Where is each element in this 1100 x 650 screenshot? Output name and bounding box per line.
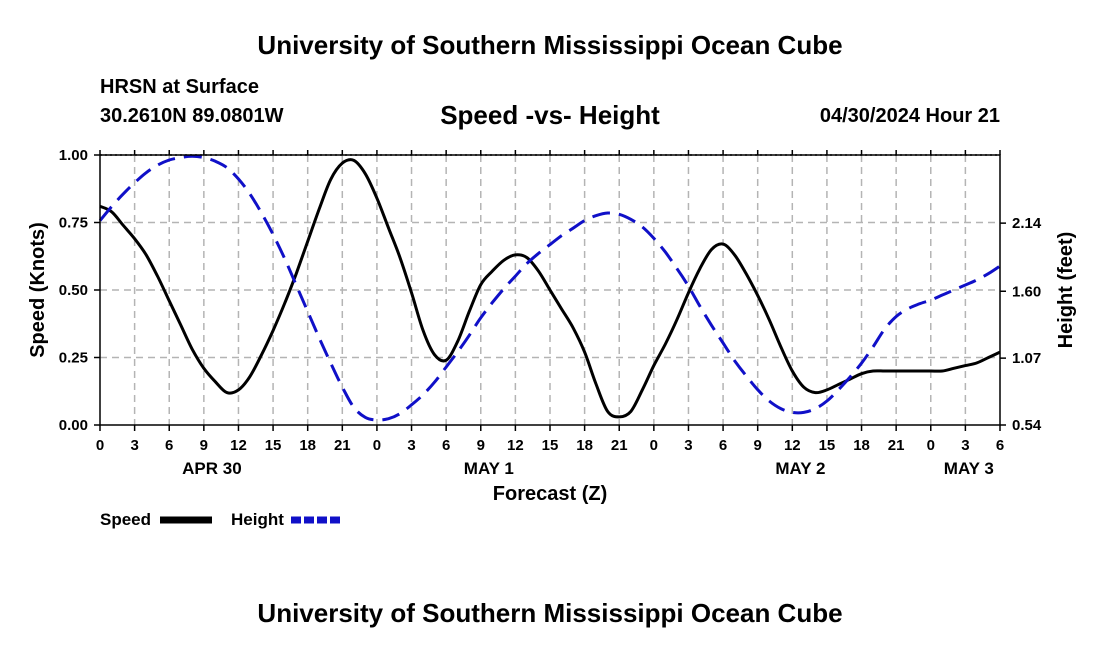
x-tick-label: 12 [784,437,801,454]
x-tick-label: 6 [165,437,173,454]
footer-title: University of Southern Mississippi Ocean… [257,598,843,628]
x-tick-label: 18 [576,437,593,454]
x-tick-label: 9 [754,437,762,454]
x-tick-label: 9 [200,437,208,454]
series-line-speed [99,158,1001,419]
station-label: HRSN at Surface [100,76,259,98]
forecast-datetime: 04/30/2024 Hour 21 [819,105,1000,127]
x-tick-label: 3 [684,437,692,454]
day-label: MAY 1 [464,459,514,478]
y-axis-label-right: Height (feet) [1055,232,1077,349]
legend: Speed Height [100,510,343,529]
x-tick-label: 6 [996,437,1004,454]
x-tick-label: 21 [611,437,628,454]
x-tick-label: 21 [334,437,351,454]
x-tick-label: 0 [373,437,381,454]
x-tick-label: 3 [130,437,138,454]
y-tick-label-right: 0.54 [1012,417,1042,434]
legend-label-speed: Speed [100,510,151,529]
y-tick-label-left: 1.00 [59,147,88,164]
day-label: MAY 2 [775,459,825,478]
y-tick-label-left: 0.50 [59,282,88,299]
x-tick-label: 21 [888,437,905,454]
chart-title: Speed -vs- Height [440,100,660,130]
y-tick-label-right: 1.07 [1012,350,1041,367]
x-tick-label: 15 [819,437,836,454]
x-axis-label: Forecast (Z) [493,483,607,505]
y-tick-label-left: 0.25 [59,350,88,367]
x-tick-label: 12 [507,437,524,454]
y-tick-label-left: 0.00 [59,417,88,434]
coordinates: 30.2610N 89.0801W [100,105,284,127]
x-tick-label: 15 [265,437,282,454]
page-title: University of Southern Mississippi Ocean… [257,30,843,60]
day-label: APR 30 [182,459,242,478]
y-tick-label-left: 0.75 [59,215,88,232]
axes: 0 3 6 9 12 15 18 21 0 3 6 9 12 15 18 21 0 3 6 9 12 15 18 21 0 3 6A… [59,147,1042,478]
y-tick-label-right: 2.14 [1012,215,1042,232]
x-tick-label: 12 [230,437,247,454]
x-tick-label: 18 [853,437,870,454]
day-label: MAY 3 [944,459,994,478]
series-layer [98,154,1001,422]
series-line-height [98,154,1001,422]
x-tick-label: 9 [477,437,485,454]
x-tick-label: 6 [719,437,727,454]
x-tick-label: 0 [650,437,658,454]
x-tick-label: 6 [442,437,450,454]
y-axis-label-left: Speed (Knots) [27,222,49,358]
x-tick-label: 18 [299,437,316,454]
x-tick-label: 3 [407,437,415,454]
y-tick-label-right: 1.60 [1012,283,1041,300]
x-tick-label: 3 [961,437,969,454]
x-tick-label: 0 [96,437,104,454]
x-tick-label: 15 [542,437,559,454]
legend-label-height: Height [231,510,284,529]
x-tick-label: 0 [927,437,935,454]
